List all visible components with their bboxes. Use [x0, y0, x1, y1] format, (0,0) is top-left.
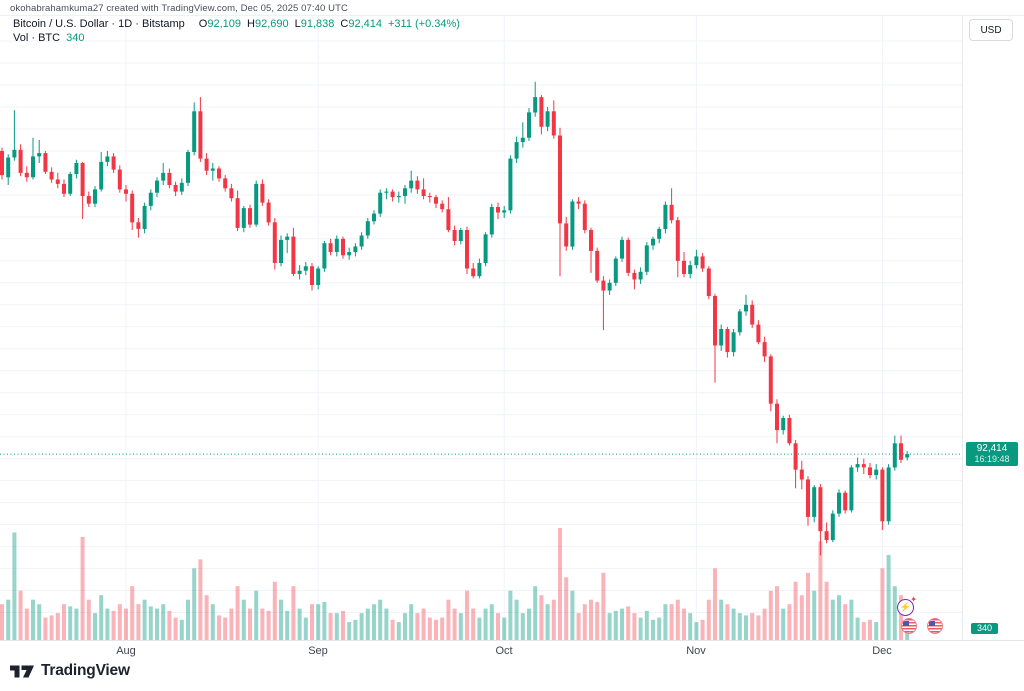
event-lightning-icon[interactable]: ⚡ ✦ — [897, 595, 917, 616]
ohlc-low-value: 91,838 — [300, 18, 335, 30]
tradingview-logo-icon — [10, 665, 34, 677]
flag-canton — [903, 620, 909, 626]
flag-canton — [929, 620, 935, 626]
lightning-glyph: ⚡ — [899, 602, 912, 612]
price-axis-divider — [962, 16, 963, 640]
time-tick-label: Oct — [495, 645, 513, 657]
last-volume-badge: 340 — [971, 623, 999, 634]
spark-star-icon: ✦ — [910, 595, 917, 604]
grid-lines — [0, 16, 962, 640]
ohlc-high-label: H — [247, 18, 255, 30]
volume-row[interactable]: Vol · BTC 340 — [13, 32, 460, 45]
attribution-bar: okohabrahamkuma27 created with TradingVi… — [10, 3, 348, 14]
header-divider — [0, 15, 1024, 16]
ohlc-close-label: C — [340, 18, 349, 30]
last-price-value: 92,414 — [976, 443, 1008, 454]
ohlc-high-value: 92,690 — [254, 18, 289, 30]
last-price-badge: 92,414 16:19:48 — [966, 442, 1018, 466]
tradingview-logo[interactable]: TradingView — [10, 662, 130, 680]
bar-countdown: 16:19:48 — [974, 454, 1010, 464]
tradingview-logo-text: TradingView — [41, 662, 130, 679]
time-tick-label: Dec — [872, 645, 892, 657]
us-economic-event-icon-2[interactable] — [927, 618, 943, 634]
time-axis-divider — [0, 640, 1024, 641]
currency-toggle[interactable]: USD — [969, 19, 1013, 41]
candlesticks — [0, 81, 910, 556]
volume-value: 340 — [66, 32, 85, 44]
symbol-legend: Bitcoin / U.S. Dollar · 1D · Bitstamp O92… — [13, 18, 460, 45]
us-economic-event-icon-1[interactable] — [901, 618, 917, 634]
volume-bars — [0, 528, 910, 640]
symbol-ohlc-row[interactable]: Bitcoin / U.S. Dollar · 1D · Bitstamp O92… — [13, 18, 460, 31]
ohlc-open-value: 92,109 — [207, 18, 241, 30]
symbol-title[interactable]: Bitcoin / U.S. Dollar · 1D · Bitstamp — [13, 18, 185, 30]
ohlc-low-label: L — [294, 18, 301, 30]
time-tick-label: Sep — [308, 645, 328, 657]
change-value: +311 (+0.34%) — [388, 18, 460, 30]
time-tick-label: Nov — [686, 645, 706, 657]
time-tick-label: Aug — [116, 645, 136, 657]
ohlc-open-label: O — [198, 18, 208, 30]
ohlc-close-value: 92,414 — [348, 18, 382, 30]
volume-label: Vol · BTC — [13, 32, 61, 44]
